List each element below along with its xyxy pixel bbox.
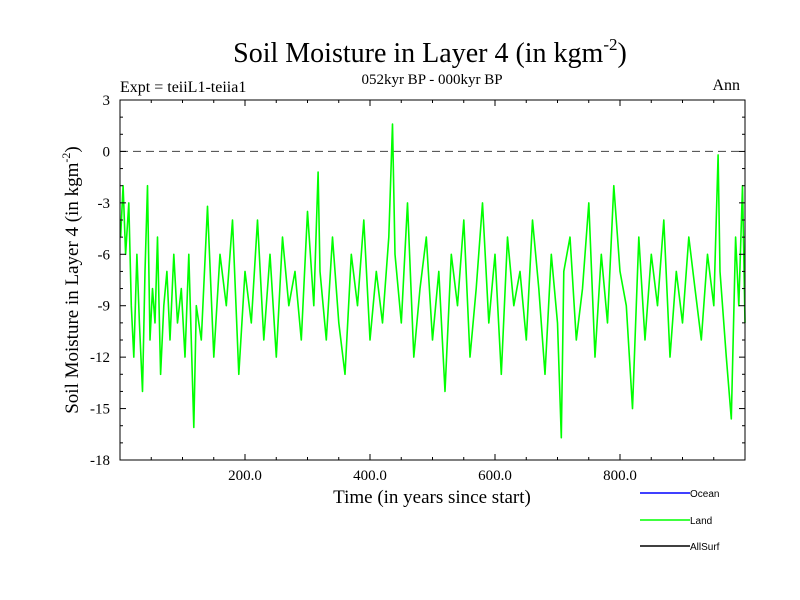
- x-axis-label: Time (in years since start): [333, 487, 531, 508]
- legend-label-allsurf: AllSurf: [690, 542, 720, 553]
- y-tick-label: -18: [90, 453, 110, 469]
- chart-title-close: ): [618, 38, 627, 69]
- season-label: Ann: [712, 77, 740, 94]
- series-line-land: [119, 123, 746, 439]
- experiment-label: Expt = teiiL1-teiia1: [120, 79, 246, 96]
- y-tick-label: -12: [90, 350, 110, 366]
- y-axis-label: Soil Moisture in Layer 4 (in kgm-2): [59, 146, 83, 414]
- legend-label-land: Land: [690, 516, 712, 527]
- y-tick-label: -15: [90, 402, 110, 418]
- x-tick-label: 600.0: [478, 468, 512, 484]
- axis-layer: 3 0 -3 -6 -9 -12 -15 -18 200.0 400.0 600.0 800.0: [90, 93, 746, 484]
- y-axis-label-close: ): [62, 146, 83, 152]
- chart-title: Soil Moisture in Layer 4 (in kgm-2): [233, 35, 627, 69]
- y-axis-label-superscript: -2: [59, 153, 73, 163]
- chart-subtitle: 052kyr BP - 000kyr BP: [361, 72, 502, 88]
- chart-title-superscript: -2: [603, 35, 617, 54]
- y-tick-label: -9: [98, 299, 111, 315]
- x-tick-label: 200.0: [228, 468, 262, 484]
- y-tick-label: -3: [98, 196, 111, 212]
- y-tick-label: 3: [103, 93, 111, 109]
- legend: Ocean Land AllSurf: [640, 489, 720, 553]
- x-tick-label: 800.0: [603, 468, 637, 484]
- plot-frame: [119, 99, 746, 461]
- plot-layer: [119, 123, 746, 439]
- x-tick-label: 400.0: [353, 468, 387, 484]
- chart-title-text: Soil Moisture in Layer 4 (in kgm: [233, 38, 603, 69]
- y-tick-label: -6: [98, 247, 111, 263]
- legend-label-ocean: Ocean: [690, 489, 719, 500]
- y-axis-label-text: Soil Moisture in Layer 4 (in kgm: [62, 162, 83, 413]
- y-tick-label: 0: [103, 144, 111, 160]
